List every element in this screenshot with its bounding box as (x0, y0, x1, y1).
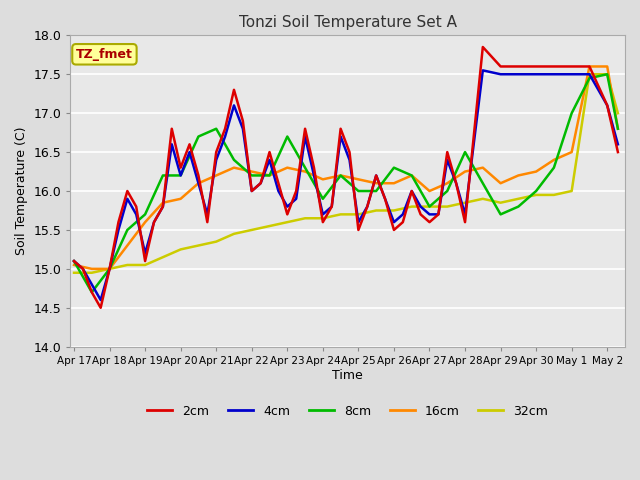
Text: TZ_fmet: TZ_fmet (76, 48, 133, 61)
Legend: 2cm, 4cm, 8cm, 16cm, 32cm: 2cm, 4cm, 8cm, 16cm, 32cm (142, 400, 553, 423)
Y-axis label: Soil Temperature (C): Soil Temperature (C) (15, 127, 28, 255)
X-axis label: Time: Time (332, 369, 363, 382)
Title: Tonzi Soil Temperature Set A: Tonzi Soil Temperature Set A (239, 15, 457, 30)
